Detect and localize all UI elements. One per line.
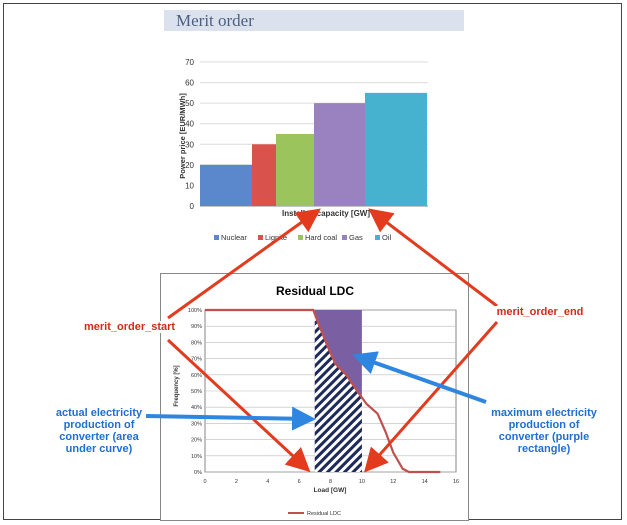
actual-arrow [145, 406, 316, 431]
x-tick-label: 4 [266, 479, 269, 485]
maximum-production-label: maximum electricity production of conver… [491, 407, 597, 455]
y-tick-label: 20 [185, 161, 194, 170]
x-tick-label: 2 [235, 479, 238, 485]
maximum-arrow [352, 351, 487, 404]
ldc-legend-label: Residual LDC [307, 511, 341, 517]
y-tick-label: 60% [191, 373, 202, 379]
y-tick-label: 50% [191, 389, 202, 395]
x-tick-label: 8 [329, 479, 332, 485]
title-banner: Merit order [164, 10, 464, 31]
merit-order-x-label: Installed capacity [GW] [282, 209, 370, 218]
x-tick-label: 0 [203, 479, 206, 485]
y-tick-label: 90% [191, 324, 202, 330]
legend-swatch [214, 235, 219, 240]
ldc-legend: Residual LDC [288, 511, 341, 517]
y-tick-label: 30 [185, 140, 194, 149]
start-arrow-up [167, 208, 321, 320]
y-tick-label: 70% [191, 357, 202, 363]
y-tick-label: 50 [185, 99, 194, 108]
x-tick-label: 12 [390, 479, 396, 485]
merit-order-legend: Nuclear Lignite Hard coal Gas Oil [214, 233, 392, 242]
merit-order-y-label: Power price [EUR/MWh] [178, 93, 187, 179]
ldc-series-line [205, 308, 441, 474]
y-tick-label: 30% [191, 421, 202, 427]
x-tick-label: 10 [359, 479, 365, 485]
legend-swatch [342, 235, 347, 240]
bar-oil [365, 92, 427, 206]
bar-lignite [252, 144, 276, 206]
x-tick-label: 6 [298, 479, 301, 485]
ldc-x-label: Load [GW] [314, 487, 347, 494]
page-title: Merit order [176, 11, 254, 30]
legend-swatch [298, 235, 303, 240]
legend-label: Lignite [265, 233, 287, 242]
x-tick-label: 16 [453, 479, 459, 485]
legend-swatch [258, 235, 263, 240]
start-arrow-down [166, 338, 311, 473]
ldc-area-under-curve [314, 314, 362, 472]
y-tick-label: 40 [185, 120, 194, 129]
merit-order-start-label: merit_order_start [84, 321, 176, 333]
legend-label: Nuclear [221, 233, 247, 242]
ldc-y-ticks: 0% 10% 20% 30% 40% 50% 60% 70% 80% 90% 100% [188, 308, 202, 476]
merit-order-y-ticks: 0 10 20 30 40 50 60 70 [185, 58, 194, 211]
ldc-x-ticks: 0 2 4 6 8 10 12 14 16 [203, 479, 459, 485]
y-tick-label: 70 [185, 58, 194, 67]
y-tick-label: 60 [185, 79, 194, 88]
residual-ldc-line [205, 308, 441, 474]
ldc-title: Residual LDC [276, 284, 354, 298]
ldc-y-label: Frequency [%] [174, 365, 180, 406]
y-tick-label: 10 [185, 181, 194, 190]
y-tick-label: 40% [191, 405, 202, 411]
hatched-area [314, 314, 362, 472]
y-tick-label: 0 [190, 202, 195, 211]
actual-production-label: actual electricity production of convert… [55, 407, 143, 455]
y-tick-label: 100% [188, 308, 202, 314]
end-arrow-up [368, 208, 498, 308]
y-tick-label: 10% [191, 454, 202, 460]
y-tick-label: 20% [191, 438, 202, 444]
legend-label: Hard coal [305, 233, 337, 242]
bar-hard-coal [276, 134, 314, 206]
legend-swatch [375, 235, 380, 240]
bar-nuclear [200, 164, 252, 206]
merit-order-bars [200, 92, 427, 206]
legend-label: Oil [382, 233, 392, 242]
bar-gas [314, 103, 365, 206]
merit-order-end-label: merit_order_end [495, 306, 585, 318]
y-tick-label: 0% [194, 470, 202, 476]
x-tick-label: 14 [422, 479, 428, 485]
y-tick-label: 80% [191, 340, 202, 346]
legend-label: Gas [349, 233, 363, 242]
end-arrow-down [364, 321, 499, 473]
